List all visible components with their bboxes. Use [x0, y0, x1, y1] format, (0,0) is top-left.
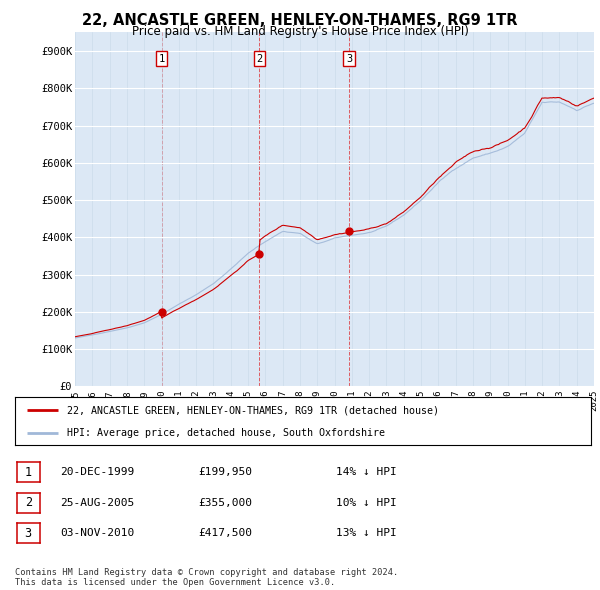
Text: 14% ↓ HPI: 14% ↓ HPI	[336, 467, 397, 477]
Text: £355,000: £355,000	[198, 498, 252, 507]
Text: 13% ↓ HPI: 13% ↓ HPI	[336, 529, 397, 538]
Text: Contains HM Land Registry data © Crown copyright and database right 2024.
This d: Contains HM Land Registry data © Crown c…	[15, 568, 398, 587]
Text: 2: 2	[25, 496, 32, 509]
Text: 22, ANCASTLE GREEN, HENLEY-ON-THAMES, RG9 1TR: 22, ANCASTLE GREEN, HENLEY-ON-THAMES, RG…	[82, 13, 518, 28]
Text: 3: 3	[25, 527, 32, 540]
Text: £417,500: £417,500	[198, 529, 252, 538]
Text: HPI: Average price, detached house, South Oxfordshire: HPI: Average price, detached house, Sout…	[67, 428, 385, 438]
Text: 1: 1	[25, 466, 32, 478]
Text: Price paid vs. HM Land Registry's House Price Index (HPI): Price paid vs. HM Land Registry's House …	[131, 25, 469, 38]
Text: 20-DEC-1999: 20-DEC-1999	[60, 467, 134, 477]
Text: 10% ↓ HPI: 10% ↓ HPI	[336, 498, 397, 507]
Text: 25-AUG-2005: 25-AUG-2005	[60, 498, 134, 507]
Text: 03-NOV-2010: 03-NOV-2010	[60, 529, 134, 538]
Text: 1: 1	[158, 54, 164, 64]
Text: 2: 2	[256, 54, 262, 64]
Text: £199,950: £199,950	[198, 467, 252, 477]
Text: 3: 3	[346, 54, 352, 64]
Text: 22, ANCASTLE GREEN, HENLEY-ON-THAMES, RG9 1TR (detached house): 22, ANCASTLE GREEN, HENLEY-ON-THAMES, RG…	[67, 405, 439, 415]
